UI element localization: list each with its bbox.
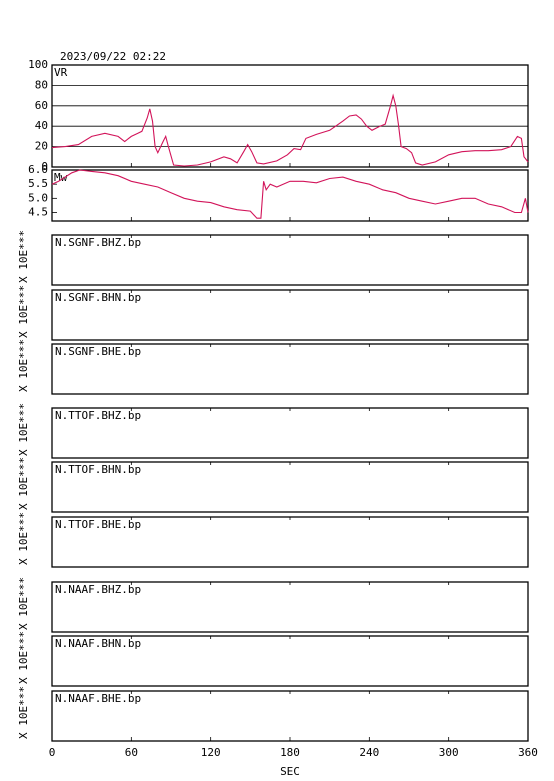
y-axis-label: X 10E*** bbox=[17, 577, 30, 630]
y-axis-label: X 10E*** bbox=[17, 230, 30, 283]
y-tick-label: 20 bbox=[35, 140, 48, 153]
y-tick-label: 80 bbox=[35, 78, 48, 91]
trace-label: N.SGNF.BHE.bp bbox=[55, 345, 141, 358]
y-axis-label: X 10E*** bbox=[17, 512, 30, 565]
x-axis-label: SEC bbox=[280, 765, 300, 778]
x-tick-label: 240 bbox=[359, 746, 379, 759]
x-tick-label: 0 bbox=[49, 746, 56, 759]
trace-label: N.TTOF.BHN.bp bbox=[55, 463, 141, 476]
trace-label: N.NAAF.BHE.bp bbox=[55, 692, 141, 705]
y-axis-label: X 10E*** bbox=[17, 403, 30, 456]
x-tick-label: 300 bbox=[439, 746, 459, 759]
y-axis-label: X 10E*** bbox=[17, 457, 30, 510]
y-axis-label: X 10E*** bbox=[17, 631, 30, 684]
trace-label: N.NAAF.BHZ.bp bbox=[55, 583, 141, 596]
y-tick-label: 40 bbox=[35, 119, 48, 132]
series-line bbox=[51, 93, 529, 167]
x-tick-label: 60 bbox=[125, 746, 138, 759]
trace-label: N.TTOF.BHE.bp bbox=[55, 518, 141, 531]
y-axis-label: X 10E*** bbox=[17, 686, 30, 739]
series-line bbox=[51, 169, 529, 219]
y-axis-label: X 10E*** bbox=[17, 285, 30, 338]
plot-frame bbox=[51, 169, 529, 222]
y-tick-label: 0 bbox=[41, 160, 48, 173]
plot-frame bbox=[51, 64, 529, 168]
x-tick-label: 120 bbox=[201, 746, 221, 759]
y-tick-label: 5.0 bbox=[28, 191, 48, 204]
chart-title: 2023/09/22 02:22 bbox=[60, 50, 166, 63]
trace-label: N.SGNF.BHZ.bp bbox=[55, 236, 141, 249]
x-tick-label: 180 bbox=[280, 746, 300, 759]
panel-label: VR bbox=[54, 66, 68, 79]
y-tick-label: 5.5 bbox=[28, 177, 48, 190]
y-tick-label: 6.0 bbox=[28, 163, 48, 176]
panel-label: Mw bbox=[54, 171, 68, 184]
y-axis-label: X 10E*** bbox=[17, 339, 30, 392]
y-tick-label: 60 bbox=[35, 99, 48, 112]
y-tick-label: 4.5 bbox=[28, 206, 48, 219]
trace-label: N.NAAF.BHN.bp bbox=[55, 637, 141, 650]
x-tick-label: 360 bbox=[518, 746, 538, 759]
y-tick-label: 100 bbox=[28, 58, 48, 71]
trace-label: N.TTOF.BHZ.bp bbox=[55, 409, 141, 422]
trace-label: N.SGNF.BHN.bp bbox=[55, 291, 141, 304]
